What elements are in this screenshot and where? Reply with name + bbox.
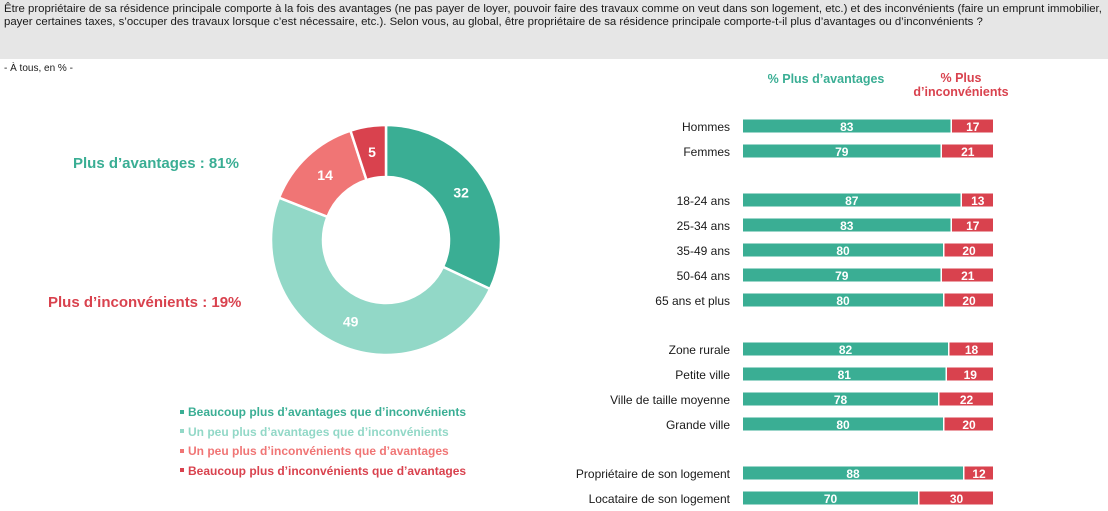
legend-swatch bbox=[180, 468, 184, 473]
bar-value-advantages: 80 bbox=[836, 418, 850, 432]
legend-item-beaucoup-avantages: Beaucoup plus d’avantages que d’inconvén… bbox=[180, 403, 466, 423]
question-text: Être propriétaire de sa résidence princi… bbox=[0, 0, 1108, 59]
summary-advantages: Plus d’avantages : 81% bbox=[73, 155, 239, 172]
slice-beaucoup-avantages bbox=[384, 123, 503, 291]
bar-advantages bbox=[743, 144, 941, 158]
bar-inconvenients bbox=[939, 392, 993, 406]
slice-peu-avantages bbox=[269, 196, 492, 357]
legend-item-beaucoup-inconvenients: Beaucoup plus d’inconvénients que d’avan… bbox=[180, 462, 466, 482]
bar-value-advantages: 79 bbox=[835, 269, 849, 283]
bar-value-inconvenients: 22 bbox=[960, 393, 974, 407]
bar-row-label: Propriétaire de son logement bbox=[576, 467, 731, 481]
bar-value-advantages: 87 bbox=[845, 194, 859, 208]
bar-value-inconvenients: 21 bbox=[961, 145, 975, 159]
slice-value-label: 14 bbox=[317, 167, 333, 183]
bar-value-inconvenients: 12 bbox=[972, 467, 986, 481]
bar-inconvenients bbox=[944, 417, 993, 431]
slice-value-label: 5 bbox=[368, 144, 376, 160]
bar-inconvenients bbox=[952, 119, 993, 133]
slice-value-label: 49 bbox=[343, 314, 359, 330]
bar-inconvenients bbox=[942, 144, 993, 158]
bar-inconvenients bbox=[952, 218, 993, 232]
bar-value-advantages: 79 bbox=[835, 145, 849, 159]
bar-inconvenients bbox=[949, 342, 993, 356]
bar-inconvenients bbox=[964, 466, 993, 480]
bar-inconvenients bbox=[944, 293, 993, 307]
bar-row-label: 50-64 ans bbox=[677, 269, 730, 283]
bar-value-advantages: 70 bbox=[824, 492, 838, 506]
bar-advantages bbox=[743, 367, 946, 381]
bar-value-inconvenients: 21 bbox=[961, 269, 975, 283]
bar-value-inconvenients: 13 bbox=[971, 194, 985, 208]
bar-inconvenients bbox=[919, 491, 993, 505]
bar-row-label: Hommes bbox=[682, 120, 730, 134]
summary-inconvenients: Plus d’inconvénients : 19% bbox=[48, 294, 242, 311]
legend-label: Un peu plus d’avantages que d’inconvénie… bbox=[188, 424, 449, 439]
bar-value-inconvenients: 17 bbox=[966, 120, 980, 134]
bar-value-inconvenients: 17 bbox=[966, 219, 980, 233]
bar-row-label: Petite ville bbox=[675, 368, 730, 382]
bar-advantages bbox=[743, 491, 918, 505]
bar-row-label: Femmes bbox=[683, 145, 730, 159]
slice-beaucoup-inconvenients bbox=[348, 123, 388, 182]
legend-swatch bbox=[180, 429, 184, 434]
bar-advantages bbox=[743, 218, 951, 232]
bar-row-label: Grande ville bbox=[666, 418, 730, 432]
bar-advantages bbox=[743, 193, 961, 207]
bar-value-inconvenients: 20 bbox=[962, 294, 976, 308]
slice-value-label: 32 bbox=[453, 184, 469, 200]
bar-value-advantages: 82 bbox=[839, 343, 853, 357]
bar-value-advantages: 80 bbox=[836, 244, 850, 258]
bar-advantages bbox=[743, 392, 938, 406]
bar-value-inconvenients: 19 bbox=[964, 368, 978, 382]
legend-item-peu-avantages: Un peu plus d’avantages que d’inconvénie… bbox=[180, 423, 466, 443]
bar-row-label: 18-24 ans bbox=[677, 194, 730, 208]
bar-advantages bbox=[743, 466, 963, 480]
base-note: - À tous, en % - bbox=[4, 63, 73, 74]
bar-inconvenients bbox=[942, 268, 993, 282]
donut-chart: 32 49 14 5 bbox=[269, 123, 503, 357]
bar-advantages bbox=[743, 119, 951, 133]
bar-row-label: 25-34 ans bbox=[677, 219, 730, 233]
bar-inconvenients bbox=[944, 243, 993, 257]
bar-advantages bbox=[743, 342, 948, 356]
legend-swatch bbox=[180, 409, 184, 414]
legend-item-peu-inconvenients: Un peu plus d’inconvénients que d’avanta… bbox=[180, 442, 466, 462]
bar-value-inconvenients: 20 bbox=[962, 418, 976, 432]
bar-value-advantages: 83 bbox=[840, 120, 854, 134]
bar-inconvenients bbox=[962, 193, 993, 207]
bar-value-inconvenients: 18 bbox=[965, 343, 979, 357]
bar-row-label: Zone rurale bbox=[669, 343, 731, 357]
column-header-advantages: % Plus d’avantages bbox=[767, 72, 885, 86]
bar-value-advantages: 88 bbox=[846, 467, 860, 481]
bar-value-inconvenients: 30 bbox=[950, 492, 964, 506]
bar-row-label: 35-49 ans bbox=[677, 244, 730, 258]
bar-inconvenients bbox=[947, 367, 993, 381]
bar-advantages bbox=[743, 243, 943, 257]
bar-value-advantages: 78 bbox=[834, 393, 848, 407]
bar-row-label: Locataire de son logement bbox=[589, 492, 731, 506]
bar-advantages bbox=[743, 268, 941, 282]
legend-label: Beaucoup plus d’inconvénients que d’avan… bbox=[188, 463, 467, 478]
legend-swatch bbox=[180, 448, 184, 453]
bar-value-advantages: 83 bbox=[840, 219, 854, 233]
bar-advantages bbox=[743, 417, 943, 431]
donut-legend: Beaucoup plus d’avantages que d’inconvén… bbox=[180, 403, 466, 481]
legend-label: Un peu plus d’inconvénients que d’avanta… bbox=[188, 444, 449, 458]
legend-label: Beaucoup plus d’avantages que d’inconvén… bbox=[188, 405, 467, 419]
bar-row-label: Ville de taille moyenne bbox=[610, 393, 730, 407]
bar-value-advantages: 81 bbox=[838, 368, 852, 382]
bar-value-advantages: 80 bbox=[836, 294, 850, 308]
column-header-inconvenients: % Plus d’inconvénients bbox=[913, 71, 1009, 99]
bar-row-label: 65 ans et plus bbox=[655, 294, 730, 308]
bar-value-inconvenients: 20 bbox=[962, 244, 976, 258]
bar-advantages bbox=[743, 293, 943, 307]
